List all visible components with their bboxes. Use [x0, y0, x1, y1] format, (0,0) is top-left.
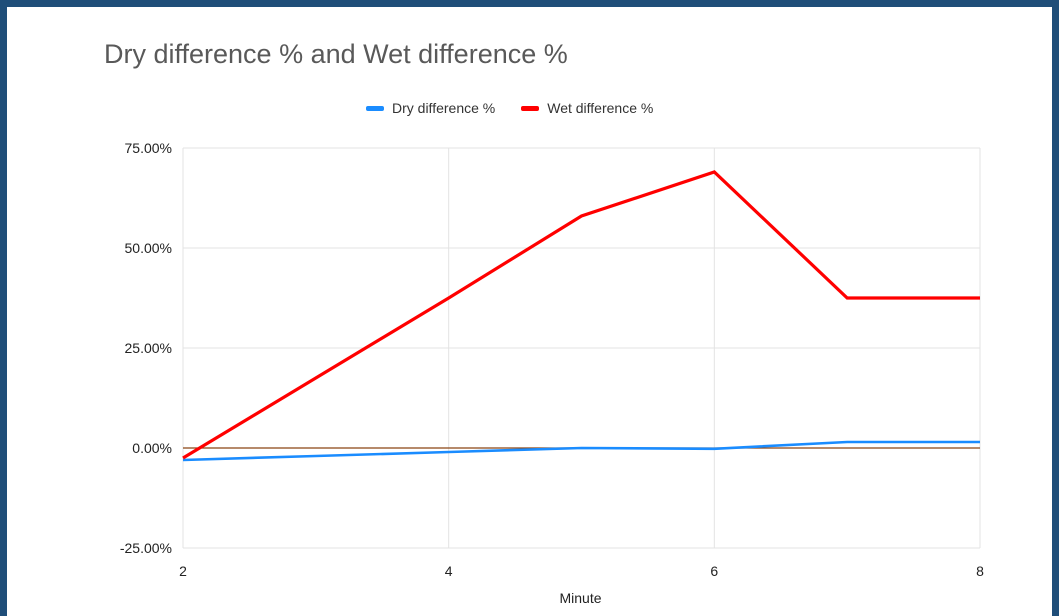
y-tick-label: 0.00%: [132, 440, 172, 456]
y-tick-label: 25.00%: [125, 340, 172, 356]
chart-legend: Dry difference % Wet difference %: [366, 100, 679, 116]
legend-swatch-wet: [521, 105, 540, 111]
legend-item-wet: Wet difference %: [521, 100, 653, 116]
legend-label-dry: Dry difference %: [392, 100, 496, 116]
legend-item-dry: Dry difference %: [366, 100, 495, 116]
legend-label-wet: Wet difference %: [547, 100, 654, 116]
y-tick-label: -25.00%: [120, 540, 172, 556]
x-tick-label: 8: [976, 563, 984, 579]
legend-swatch-dry: [366, 105, 384, 111]
series-line-dry: [182, 440, 980, 462]
y-tick-label: 50.00%: [125, 240, 172, 256]
x-axis-title: Minute: [559, 590, 601, 606]
x-tick-label: 4: [445, 563, 453, 579]
x-tick-label: 2: [179, 563, 187, 579]
y-tick-label: 75.00%: [125, 140, 172, 156]
series-line-wet: [182, 170, 980, 460]
x-tick-label: 6: [710, 563, 718, 579]
chart-title: Dry difference % and Wet difference %: [104, 39, 568, 69]
